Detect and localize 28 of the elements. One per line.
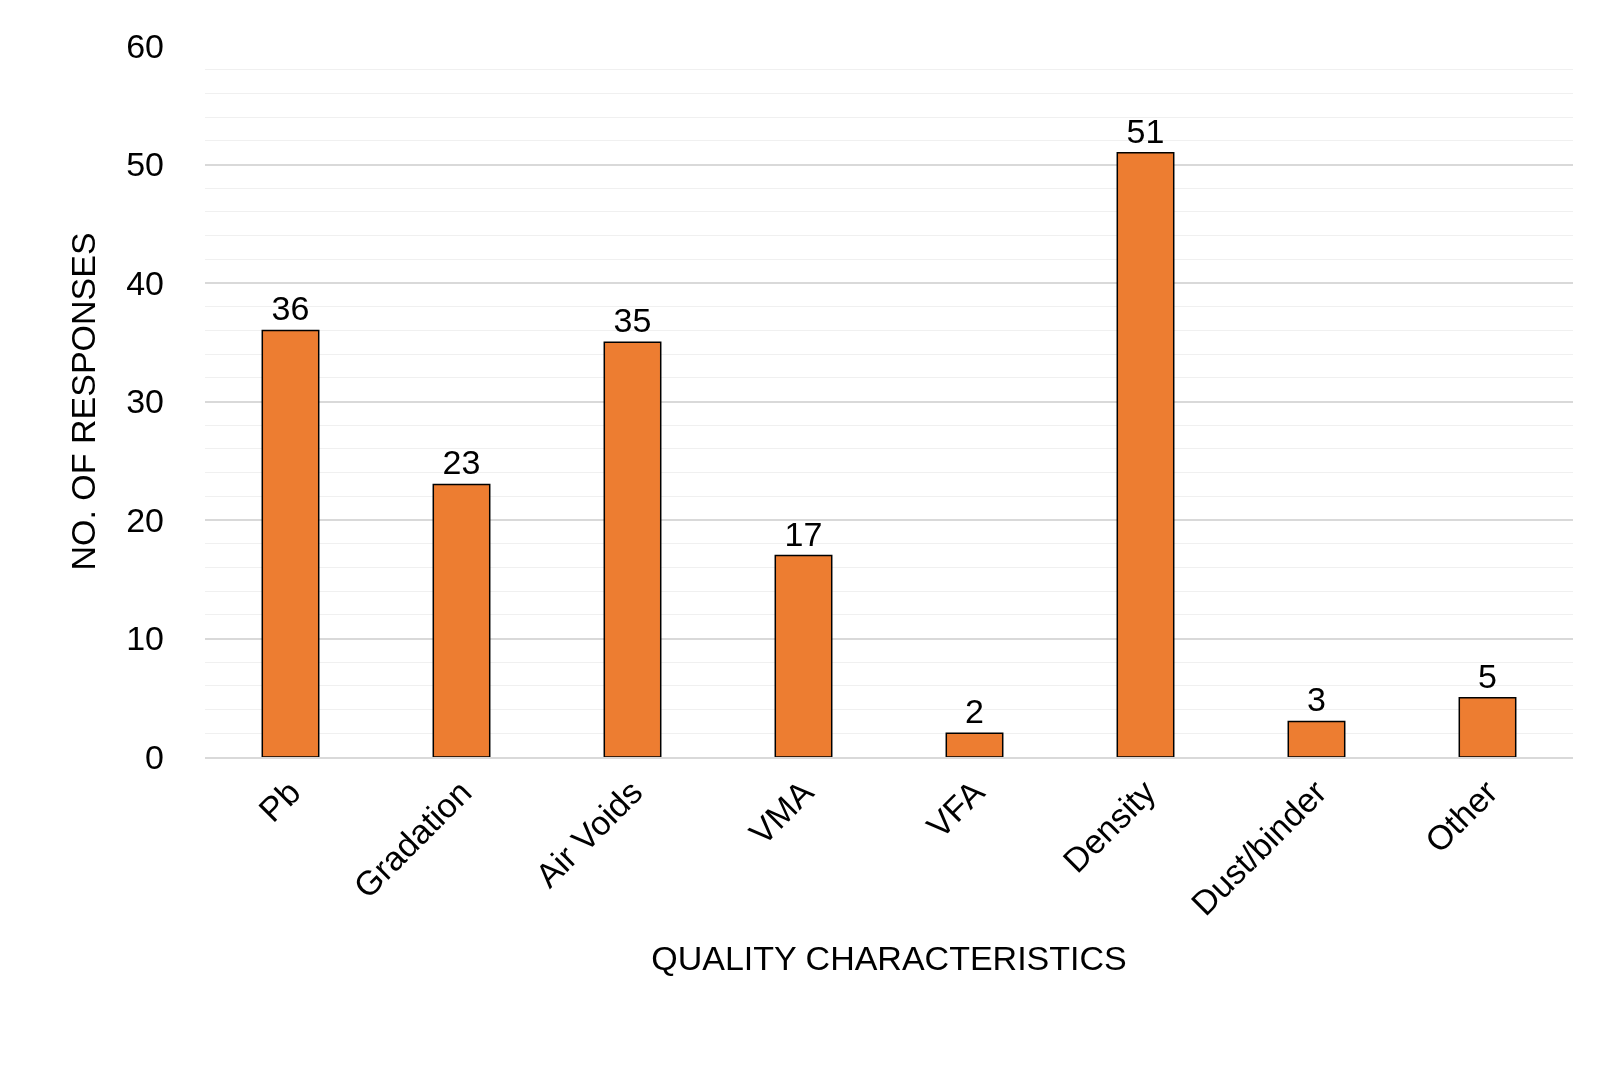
- data-label: 17: [784, 514, 823, 553]
- data-label: 23: [442, 443, 481, 482]
- x-tick-label: VMA: [741, 772, 821, 852]
- bar: [261, 329, 320, 757]
- y-tick-label: 10: [126, 619, 164, 658]
- y-tick-label: 0: [145, 737, 164, 776]
- bar: [1116, 151, 1175, 757]
- y-axis-title: NO. OF RESPONSES: [63, 232, 102, 571]
- y-tick-label: 30: [126, 382, 164, 421]
- bar: [1458, 697, 1517, 757]
- y-tick-label: 20: [126, 500, 164, 539]
- y-tick-label: 40: [126, 263, 164, 302]
- data-label: 36: [271, 289, 310, 328]
- y-tick-label: 50: [126, 145, 164, 184]
- bar: [432, 483, 491, 757]
- data-label: 2: [965, 692, 984, 731]
- x-axis-title: QUALITY CHARACTERISTICS: [651, 939, 1127, 978]
- y-tick-label: 60: [126, 26, 164, 65]
- bar: [774, 554, 833, 757]
- data-label: 5: [1478, 656, 1497, 695]
- data-label: 35: [613, 301, 652, 340]
- bar: [1287, 720, 1346, 757]
- bar: [945, 732, 1004, 757]
- x-tick-label: VFA: [919, 772, 992, 845]
- data-label: 51: [1126, 111, 1165, 150]
- data-label: 3: [1307, 680, 1326, 719]
- bar: [603, 341, 662, 757]
- x-tick-label: Pb: [251, 772, 308, 829]
